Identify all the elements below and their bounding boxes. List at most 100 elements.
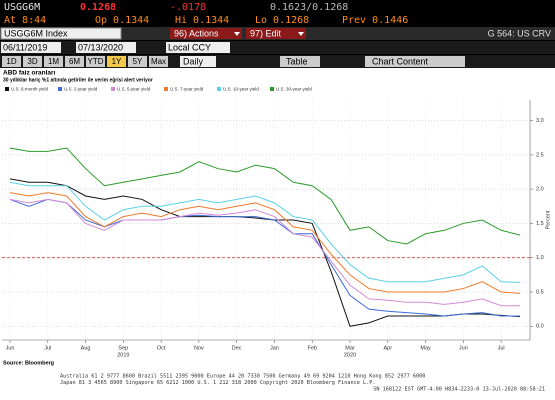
dropdown-arrow	[234, 32, 240, 36]
source: Source: Bloomberg	[3, 360, 54, 366]
x-tick-label: Dec	[232, 345, 242, 351]
legend-swatch	[270, 87, 274, 91]
time: At 8:44	[4, 15, 46, 26]
actions: 96) Actions	[174, 28, 219, 38]
edit: 97) Edit	[250, 28, 282, 38]
period-label: Max	[151, 57, 166, 66]
change: -.0178	[170, 2, 206, 13]
y-tick-label: 2.0	[536, 187, 544, 193]
page-code: G 564: US CRV	[488, 28, 551, 38]
end-date: 07/13/2020	[78, 42, 123, 52]
footer-line: SN 168122 EST GMT-4:00 H834-2233-0 13-Ju…	[373, 387, 545, 393]
x-tick-label: Aug	[81, 345, 91, 351]
period-button[interactable]	[23, 56, 42, 67]
footer-line: Japan 81 3 4565 8900 Singapore 65 6212 1…	[60, 380, 375, 386]
open: Op 0.1344	[95, 15, 149, 26]
last-price: 0.1268	[80, 2, 116, 13]
x-tick-label: Jun	[6, 345, 15, 351]
y-tick-label: 1.5	[536, 221, 544, 227]
x-tick-label: Feb	[307, 345, 316, 351]
x-tick-label: Mar	[345, 345, 355, 351]
period-button[interactable]	[65, 56, 84, 67]
period-button[interactable]	[44, 56, 63, 67]
year-label: 2019	[117, 352, 129, 358]
period-label: 6M	[69, 57, 80, 66]
footer-bg	[0, 370, 555, 400]
period-label: 5Y	[133, 57, 143, 66]
y-tick-label: 3.0	[536, 118, 544, 124]
legend-label: U.S. 30-year yield	[276, 87, 312, 92]
legend-label: U.S. 10-year yield	[223, 87, 259, 92]
period-button[interactable]	[107, 56, 126, 67]
y-tick-label: 0.0	[536, 324, 544, 330]
x-tick-label: Jul	[44, 345, 51, 351]
start-date: 06/11/2019	[3, 42, 47, 52]
footer-line: Australia 61 2 9777 8600 Brazil 5511 239…	[60, 374, 425, 380]
end-date-box[interactable]	[76, 42, 136, 53]
high: Hi 0.1344	[175, 15, 229, 26]
series-line	[9, 198, 520, 307]
period-label: 1M	[48, 57, 59, 66]
series-line	[9, 147, 521, 245]
x-tick-label: Nov	[194, 345, 204, 351]
x-tick-label: Apr	[383, 345, 392, 351]
chart-subtitle: 30 yıllıklar hariç %1 altında getiriler …	[3, 77, 153, 83]
x-tick-label: Jul	[498, 345, 505, 351]
period-button[interactable]	[149, 56, 168, 67]
legend-swatch	[5, 87, 9, 91]
currency-box[interactable]	[166, 42, 230, 53]
legend-swatch	[58, 87, 62, 91]
legend-label: U.S. 6-month yield	[11, 87, 49, 92]
period-button[interactable]	[128, 56, 147, 67]
start-date-box[interactable]	[1, 42, 61, 53]
x-tick-label: Oct	[157, 345, 166, 351]
y-tick-label: 0.5	[536, 289, 544, 295]
x-tick-label: May	[420, 345, 431, 351]
prev: Prev 0.1446	[342, 15, 408, 26]
range: 0.1623/0.1268	[270, 2, 348, 13]
period-buttons: 1D 3D 1M 6M YTD 1Y 5Y Max	[2, 56, 168, 67]
series-line	[9, 181, 521, 283]
security-box[interactable]	[0, 27, 122, 40]
x-tick-label: Sep	[118, 345, 128, 351]
series-line	[9, 198, 520, 317]
dropdown-arrow	[298, 32, 304, 36]
period-label: 1D	[6, 57, 16, 66]
chart-title: ABD faiz oranları	[3, 70, 56, 77]
period-button[interactable]	[2, 56, 21, 67]
chart-content: Chart Content	[372, 56, 429, 66]
x-tick-label: Jun	[459, 345, 468, 351]
ticker: USGG6M	[4, 2, 40, 13]
legend-swatch	[111, 87, 115, 91]
low: Lo 0.1268	[255, 15, 309, 26]
period-button[interactable]	[86, 56, 105, 67]
series-line	[9, 178, 521, 327]
edit-button[interactable]	[246, 28, 306, 39]
legend-label: U.S. 7-year yield	[170, 87, 204, 92]
date-bar	[0, 41, 555, 54]
period-label: 1Y	[112, 57, 122, 66]
period-label: 3D	[27, 57, 37, 66]
currency: Local CCY	[168, 42, 211, 52]
y-tick-label: 2.5	[536, 152, 544, 158]
plot: 0.0 0.5 1.0 1.5 2.0 2.5 3.0 Percent Jun Jul Aug Sep…	[2, 87, 551, 358]
actions-button[interactable]	[170, 28, 242, 39]
x-tick-label: Jan	[270, 345, 279, 351]
legend-swatch	[164, 87, 168, 91]
chart-content-button[interactable]	[365, 56, 465, 67]
frequency: Daily	[183, 56, 204, 66]
year-label: 2020	[344, 352, 356, 358]
y-tick-label: 1.0	[536, 255, 544, 261]
security: USGG6M Index	[4, 28, 68, 38]
legend-label: U.S. 5-year yield	[117, 87, 151, 92]
frequency-box[interactable]	[180, 56, 216, 67]
legend-swatch	[217, 87, 221, 91]
table-button[interactable]	[280, 56, 320, 67]
period-label: YTD	[88, 57, 104, 66]
table: Table	[286, 56, 308, 66]
series-line	[9, 192, 521, 294]
legend-label: U.S. 2-year yield	[64, 87, 98, 92]
y-axis-label: Percent	[545, 210, 551, 229]
